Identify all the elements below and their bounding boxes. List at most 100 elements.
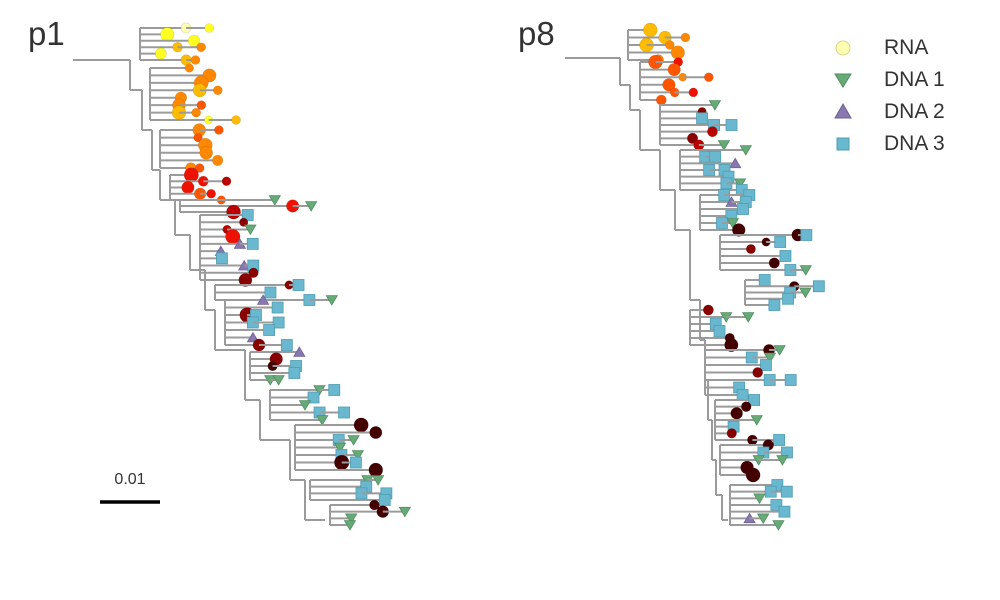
rna-tip-marker xyxy=(369,426,383,439)
dna3-tip-marker xyxy=(780,485,793,498)
dna3-tip-marker xyxy=(709,150,722,163)
dna3-tip-marker xyxy=(737,203,749,215)
tree-p1 xyxy=(73,22,412,531)
rna-tip-marker xyxy=(184,63,194,73)
rna-tip-marker xyxy=(191,107,202,118)
rna-tip-marker xyxy=(196,100,207,110)
legend-dna3-marker xyxy=(836,137,850,151)
legend-dna1-marker xyxy=(834,73,852,88)
dna1-tip-marker xyxy=(757,513,770,525)
rna-tip-marker xyxy=(212,154,224,166)
rna-tip-marker xyxy=(212,85,223,96)
dna3-tip-marker xyxy=(246,237,259,250)
dna3-tip-marker xyxy=(781,446,793,459)
rna-tip-marker xyxy=(662,78,676,92)
dna1-tip-marker xyxy=(298,400,312,411)
dna1-tip-marker xyxy=(398,506,412,518)
dna1-tip-marker xyxy=(772,520,785,531)
rna-tip-marker xyxy=(160,27,175,42)
dna3-tip-marker xyxy=(216,252,228,265)
rna-tip-marker xyxy=(368,462,384,478)
dna3-tip-marker xyxy=(241,209,254,221)
rna-tip-marker xyxy=(193,132,203,143)
dna1-tip-marker xyxy=(742,312,755,323)
dna1-tip-marker xyxy=(371,475,385,486)
rna-tip-marker xyxy=(745,244,756,254)
rna-tip-marker xyxy=(231,115,241,125)
dna1-tip-marker xyxy=(333,442,347,454)
dna1-tip-marker xyxy=(726,218,740,229)
dna3-tip-marker xyxy=(770,499,783,511)
panel-label-p1: p1 xyxy=(28,15,65,52)
dna3-tip-marker xyxy=(760,359,772,371)
rna-tip-marker xyxy=(680,32,691,43)
dna1-tip-marker xyxy=(773,345,786,356)
rna-tip-marker xyxy=(703,72,714,82)
dna1-tip-marker xyxy=(763,352,777,364)
rna-tip-marker xyxy=(665,40,675,50)
rna-tip-marker xyxy=(239,217,249,227)
dna1-tip-marker xyxy=(708,100,722,111)
dna3-tip-marker xyxy=(768,299,781,311)
rna-tip-marker xyxy=(740,401,752,412)
rna-tip-marker xyxy=(686,132,699,144)
legend-dna1-label: DNA 1 xyxy=(884,68,945,91)
dna3-tip-marker xyxy=(725,119,738,131)
dna3-tip-marker xyxy=(338,406,350,419)
dna3-tip-marker xyxy=(263,324,276,336)
legend: RNA DNA 1 DNA 2 DNA 3 xyxy=(834,36,945,155)
rna-tip-marker xyxy=(643,22,658,38)
rna-tip-marker xyxy=(731,223,746,237)
dna3-tip-marker xyxy=(288,367,301,379)
scale-bar-label: 0.01 xyxy=(114,471,145,488)
dna1-tip-marker xyxy=(272,375,285,386)
dna3-tip-marker xyxy=(328,384,341,396)
panel-label-p8: p8 xyxy=(518,15,555,52)
dna2-tip-marker xyxy=(256,294,270,305)
rna-tip-marker xyxy=(190,55,201,65)
legend-dna2-marker xyxy=(834,102,852,119)
dna3-tip-marker xyxy=(713,325,726,337)
rna-tip-marker xyxy=(702,304,714,316)
rna-tip-marker xyxy=(206,188,217,199)
legend-rna-label: RNA xyxy=(884,36,928,59)
dna1-tip-marker xyxy=(244,224,257,236)
dna1-tip-marker xyxy=(776,455,789,466)
rna-tip-marker xyxy=(214,125,224,135)
dna1-tip-marker xyxy=(347,435,360,446)
rna-tip-marker xyxy=(768,257,780,269)
dna1-tip-marker xyxy=(345,513,358,525)
dna1-tip-marker xyxy=(753,493,766,505)
dna3-tip-marker xyxy=(812,280,825,293)
dna2-tip-marker xyxy=(729,157,742,169)
dna1-tip-marker xyxy=(316,415,329,426)
legend-dna3-label: DNA 3 xyxy=(884,132,945,155)
legend-dna2-label: DNA 2 xyxy=(884,100,945,123)
dna1-tip-marker xyxy=(268,195,282,206)
dna1-tip-marker xyxy=(739,145,752,156)
dna3-tip-marker xyxy=(307,391,320,404)
dna1-tip-marker xyxy=(733,178,747,190)
dna2-tip-marker xyxy=(246,331,260,343)
rna-tip-marker xyxy=(724,337,739,353)
dna2-tip-marker xyxy=(293,346,306,357)
rna-tip-marker xyxy=(655,94,667,106)
dna3-tip-marker xyxy=(272,316,285,329)
dna1-tip-marker xyxy=(799,265,812,276)
dna3-tip-marker xyxy=(784,374,797,386)
legend-item-dna1: DNA 1 xyxy=(834,68,945,91)
rna-tip-marker xyxy=(155,47,167,60)
dna1-tip-marker xyxy=(799,287,812,299)
rna-tip-marker xyxy=(752,367,764,378)
dna3-tip-marker xyxy=(349,456,362,469)
dna1-tip-marker xyxy=(717,140,731,151)
dna1-tip-marker xyxy=(304,201,318,212)
rna-tip-marker xyxy=(226,204,241,220)
dna3-tip-marker xyxy=(280,339,293,351)
rna-tip-marker xyxy=(745,467,761,483)
rna-tip-marker xyxy=(369,499,380,511)
dna3-tip-marker xyxy=(264,286,277,299)
dna3-tip-marker xyxy=(696,112,708,125)
dna3-tip-marker xyxy=(773,434,786,446)
